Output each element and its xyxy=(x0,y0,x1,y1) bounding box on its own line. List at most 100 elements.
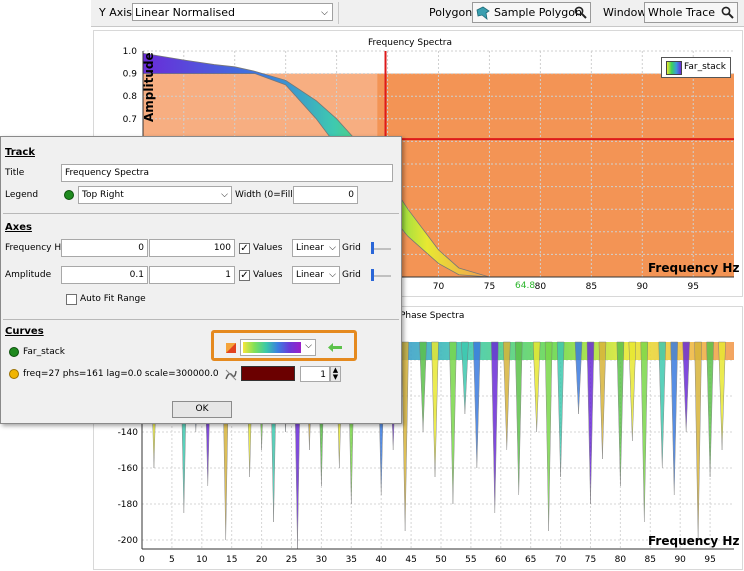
polygon-label: Polygon xyxy=(429,6,473,19)
frequency-grid-slider[interactable] xyxy=(371,248,391,250)
y-tick-label: 1.0 xyxy=(123,47,138,57)
auto-fit-range-checkbox[interactable] xyxy=(66,294,77,305)
chevron-down-icon: ⌵ xyxy=(329,243,336,253)
phase-spike xyxy=(682,341,690,433)
bottom-chart-title: Phase Spectra xyxy=(400,311,465,321)
phase-spike xyxy=(514,341,523,496)
colormap-dropdown[interactable]: ⌵ xyxy=(240,339,316,356)
curves-section-title: Curves xyxy=(5,326,44,337)
legend-position-value: Top Right xyxy=(82,190,124,200)
divider xyxy=(3,319,399,320)
frequency-grid-slider-thumb[interactable] xyxy=(371,242,374,254)
phase-spike xyxy=(449,341,457,505)
far-stack-curve-name: Far_stack xyxy=(23,347,65,357)
legend-label: Legend xyxy=(5,190,39,200)
phase-spike xyxy=(419,341,427,433)
amplitude-min-input[interactable]: 0.1 xyxy=(61,266,148,284)
curve-width-spinner[interactable]: ▲ ▼ xyxy=(330,366,341,382)
amplitude-max-input[interactable]: 1 xyxy=(149,266,235,284)
frequency-scale-dropdown[interactable]: Linear ⌵ xyxy=(292,239,340,257)
sample-polygon-label: Sample Polygon xyxy=(494,6,582,19)
phase-spike xyxy=(670,341,678,496)
legend-color-dot xyxy=(64,190,74,200)
whole-trace-label: Whole Trace xyxy=(648,6,716,19)
amplitude-label: Amplitude xyxy=(5,270,52,280)
amplitude-values-checkbox[interactable]: ✓ xyxy=(239,270,250,281)
colormap-swatch xyxy=(243,342,301,353)
colormap-type-icon[interactable] xyxy=(225,342,237,354)
x-tick-label: 65 xyxy=(525,555,536,565)
bottom-x-axis-label: Frequency Hz xyxy=(648,534,740,548)
x-tick-label: 15 xyxy=(226,555,237,565)
amplitude-grid-slider-thumb[interactable] xyxy=(371,269,374,281)
x-tick-label: 0 xyxy=(139,555,145,565)
x-tick-label: 50 xyxy=(435,555,447,565)
x-tick-label: 35 xyxy=(346,555,357,565)
phase-spike xyxy=(586,341,595,505)
chevron-down-icon: ⌵ xyxy=(321,8,328,18)
top-x-axis-label: Frequency Hz xyxy=(648,261,740,275)
x-tick-label: 75 xyxy=(585,555,596,565)
amplitude-grid-label: Grid xyxy=(342,270,361,280)
width-label: Width (0=Fill) xyxy=(235,190,297,200)
window-label: Window xyxy=(603,6,647,19)
amplitude-scale-dropdown[interactable]: Linear ⌵ xyxy=(292,266,340,284)
phase-spike xyxy=(461,341,469,415)
y-axis-dropdown[interactable]: Linear Normalised ⌵ xyxy=(132,3,333,21)
top-chart-title: Frequency Spectra xyxy=(368,38,453,48)
x-tick-label: 10 xyxy=(196,555,208,565)
frequency-values-checkbox[interactable]: ✓ xyxy=(239,243,250,254)
sample-polygon-button[interactable]: Sample Polygon xyxy=(472,2,591,23)
spectrum-background-band xyxy=(377,73,734,277)
whole-trace-button[interactable]: Whole Trace xyxy=(644,2,738,23)
freq-curve-color-dot xyxy=(9,369,19,379)
track-section-title: Track xyxy=(5,147,35,158)
y-tick-label: 0.8 xyxy=(123,92,138,102)
y-tick-label: -160 xyxy=(118,464,139,474)
y-axis-label: Y Axis xyxy=(99,6,133,19)
title-input[interactable]: Frequency Spectra xyxy=(61,164,393,182)
width-input[interactable]: 0 xyxy=(293,186,358,204)
frequency-values-label: Values xyxy=(253,243,283,253)
y-tick-label: 0.7 xyxy=(123,115,137,125)
phase-spike xyxy=(628,341,637,442)
phase-spike xyxy=(431,341,439,478)
cursor-x-readout: 64.8 xyxy=(515,281,536,291)
phase-spike xyxy=(491,341,499,514)
auto-fit-range-label: Auto Fit Range xyxy=(80,294,146,304)
x-tick-label: 30 xyxy=(316,555,328,565)
toolbar: Y Axis Linear Normalised ⌵ Polygon Sampl… xyxy=(91,0,744,27)
chevron-down-icon: ⌵ xyxy=(329,270,336,280)
frequency-max-input[interactable]: 100 xyxy=(149,239,235,257)
amplitude-grid-slider[interactable] xyxy=(371,275,391,277)
frequency-scale-value: Linear xyxy=(296,243,324,253)
x-tick-label: 45 xyxy=(405,555,416,565)
freq-curve-name: freq=27 phs=161 lag=0.0 scale=300000.0 xyxy=(23,369,219,379)
frequency-label: Frequency Hz xyxy=(5,243,66,253)
amplitude-values-label: Values xyxy=(253,270,283,280)
curve-color-swatch[interactable] xyxy=(241,366,295,381)
x-tick-label: 20 xyxy=(256,555,268,565)
x-tick-label: 85 xyxy=(645,555,656,565)
ok-button[interactable]: OK xyxy=(172,401,232,418)
phase-spike xyxy=(718,341,726,451)
x-tick-label: 70 xyxy=(433,282,445,292)
phase-spike xyxy=(401,341,409,532)
arrow-left-icon[interactable] xyxy=(328,343,342,352)
phase-spike xyxy=(694,341,702,541)
colormap-highlight xyxy=(211,330,357,361)
divider xyxy=(3,213,399,214)
phase-spike xyxy=(473,341,481,469)
line-style-icon[interactable] xyxy=(225,369,237,381)
track-settings-dialog: Track Title Frequency Spectra Legend Top… xyxy=(0,136,402,424)
legend-label: Far_stack xyxy=(684,62,726,72)
curve-width-input[interactable]: 1 xyxy=(300,366,330,382)
x-tick-label: 70 xyxy=(555,555,567,565)
frequency-min-input[interactable]: 0 xyxy=(61,239,148,257)
phase-spike xyxy=(616,341,625,487)
x-tick-label: 80 xyxy=(615,555,627,565)
y-tick-label: 0.9 xyxy=(123,70,138,80)
legend-position-dropdown[interactable]: Top Right ⌵ xyxy=(78,186,232,204)
x-tick-label: 25 xyxy=(286,555,297,565)
title-label: Title xyxy=(5,168,25,178)
